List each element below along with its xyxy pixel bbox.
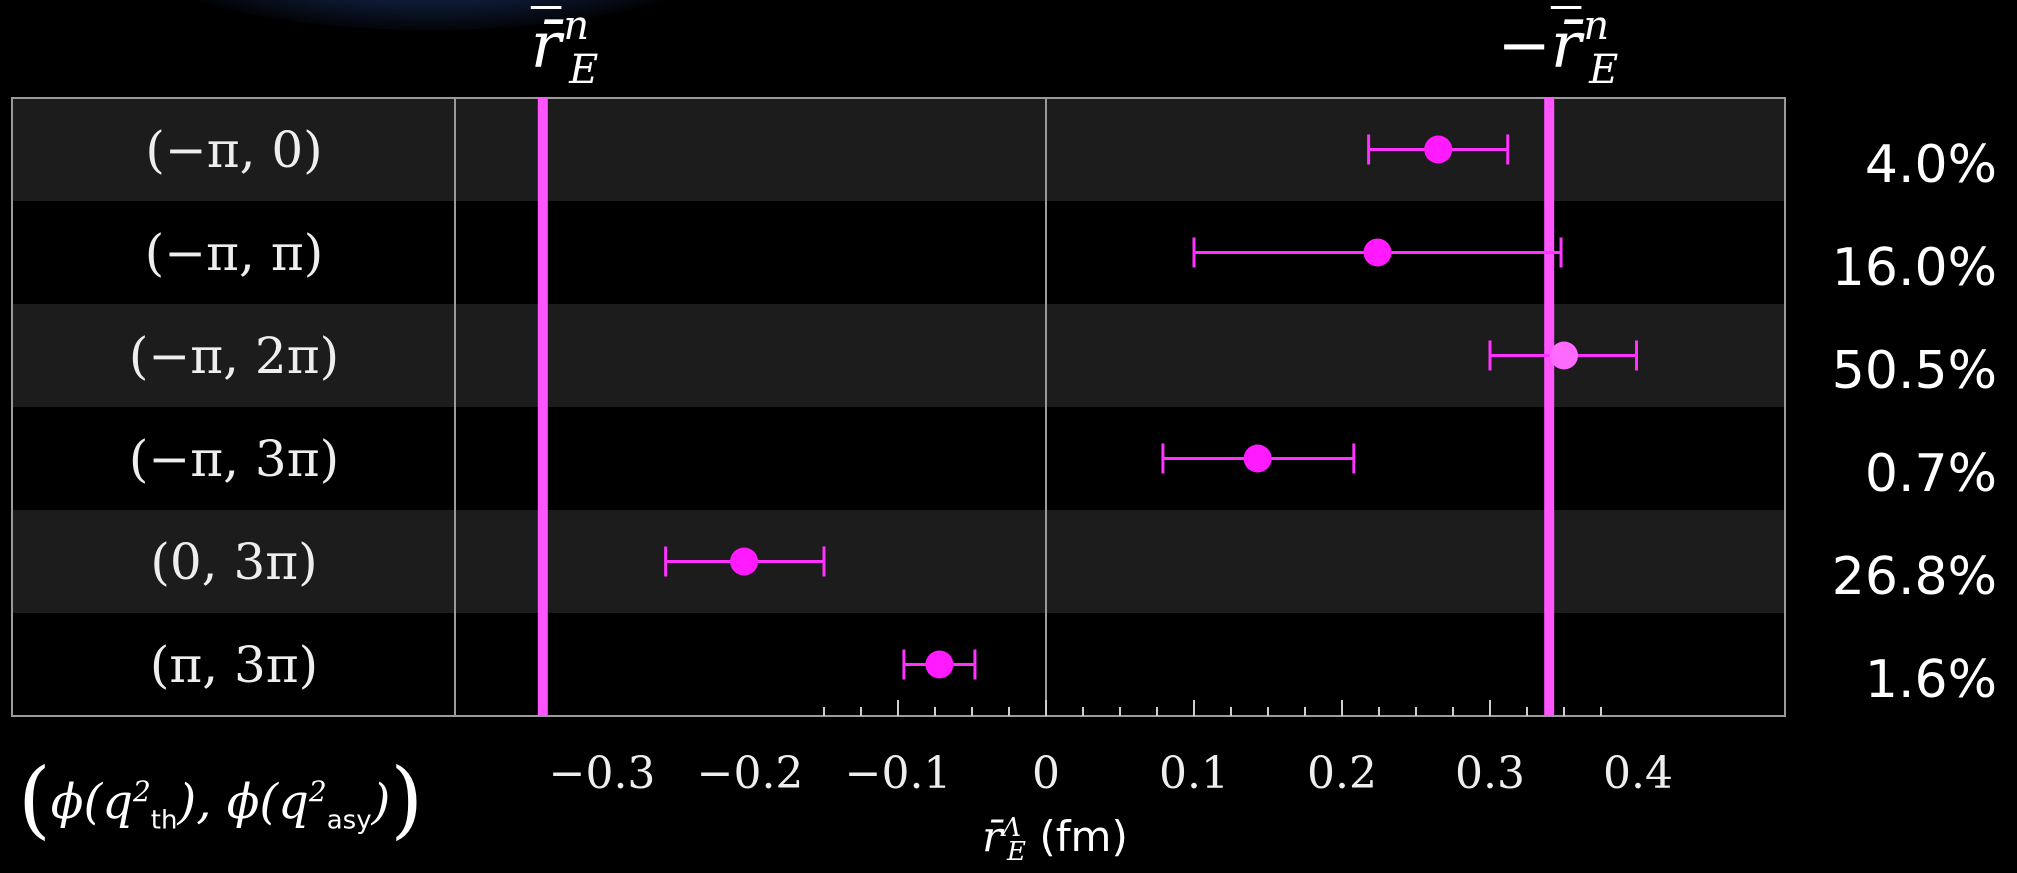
x-tick-label: 0.2 (1307, 748, 1377, 799)
row-label: (−π, 0) (145, 120, 323, 179)
x-tick-label: 0.1 (1159, 748, 1229, 799)
data-point (1243, 444, 1272, 473)
weight-label: 50.5% (1831, 340, 1997, 401)
x-tick-label: −0.3 (548, 748, 656, 799)
row-label: (−π, 3π) (128, 429, 340, 488)
x-tick-label: −0.1 (844, 748, 952, 799)
row-label: (0, 3π) (150, 532, 318, 591)
x-tick-label: 0.3 (1455, 748, 1525, 799)
row-band (12, 407, 1785, 510)
weight-label: 26.8% (1831, 546, 1997, 607)
x-tick-label: 0.4 (1603, 748, 1673, 799)
row-band (12, 613, 1785, 716)
data-point (1424, 135, 1453, 164)
weight-label: 1.6% (1864, 649, 1997, 710)
row-label: (−π, π) (144, 223, 324, 282)
data-point (1550, 341, 1578, 370)
weight-label: 0.7% (1864, 443, 1997, 504)
data-point (730, 547, 759, 576)
reference-label-minus-rEn: −r̄nE (1497, 3, 1619, 93)
y-axis-label: (ϕ(q2th), ϕ(q2asy)) (18, 750, 424, 848)
x-tick-label: 0 (1032, 748, 1060, 799)
row-band (12, 510, 1785, 613)
reference-line (1544, 98, 1555, 716)
weight-label: 4.0% (1864, 134, 1997, 195)
x-axis-label: r̄ΛE (fm) (982, 812, 1128, 868)
reference-label-rEn: r̄nE (530, 3, 599, 93)
row-label: (−π, 2π) (128, 326, 340, 385)
row-label: (π, 3π) (149, 635, 319, 694)
x-tick-label: −0.2 (696, 748, 804, 799)
data-point (1363, 238, 1392, 267)
data-point (925, 650, 954, 679)
reference-line (537, 98, 548, 716)
weight-label: 16.0% (1831, 237, 1997, 298)
